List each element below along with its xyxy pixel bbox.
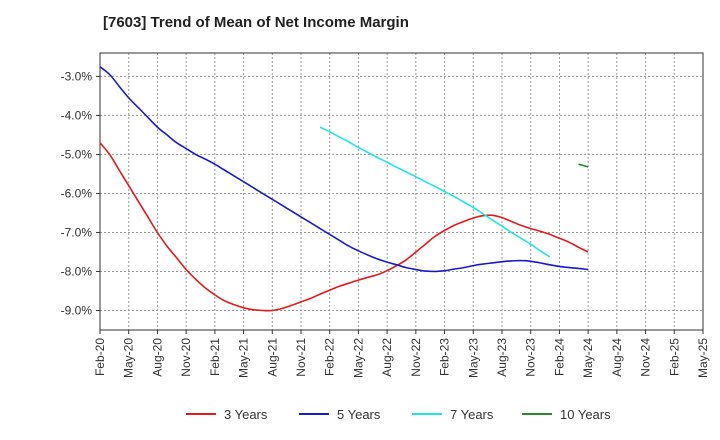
x-tick-label: May-25: [696, 338, 710, 378]
y-tick-label: -8.0%: [61, 264, 93, 278]
x-tick-label: Aug-22: [380, 338, 394, 377]
x-tick-label: May-24: [581, 338, 595, 378]
y-tick-label: -5.0%: [61, 147, 93, 161]
plot-frame: [99, 52, 704, 331]
y-tick-label: -3.0%: [61, 69, 93, 83]
x-tick-label: Feb-20: [93, 338, 107, 376]
x-tick-label: Nov-23: [524, 338, 538, 377]
x-tick-label: Feb-23: [438, 338, 452, 376]
chart-title: [7603] Trend of Mean of Net Income Margi…: [103, 14, 409, 31]
legend-label-10-years: 10 Years: [560, 407, 611, 422]
series-line-7-years: [319, 126, 551, 258]
series-line-5-years: [99, 66, 589, 273]
series-line-3-years: [99, 142, 589, 312]
x-tick-label: Nov-22: [409, 338, 423, 377]
legend: 3 Years 5 Years 7 Years 10 Years: [186, 407, 611, 422]
x-tick-label: Aug-20: [150, 338, 164, 377]
legend-label-3-years: 3 Years: [224, 407, 268, 422]
x-tick-label: Feb-22: [323, 338, 337, 376]
x-tick-label: Aug-21: [265, 338, 279, 377]
x-tick-label: Feb-21: [208, 338, 222, 376]
x-tick-label: Feb-25: [667, 338, 681, 376]
x-tick-label: May-20: [122, 338, 136, 378]
y-tick-label: -7.0%: [61, 225, 93, 239]
x-tick-label: May-23: [466, 338, 480, 378]
y-axis-ticks: -3.0% -4.0% -5.0% -6.0% -7.0% -8.0% -9.0%: [61, 69, 100, 317]
x-tick-label: May-22: [351, 338, 365, 378]
x-tick-label: Nov-20: [179, 338, 193, 377]
y-tick-label: -9.0%: [61, 303, 93, 317]
x-tick-label: Nov-21: [294, 338, 308, 377]
y-tick-label: -4.0%: [61, 108, 93, 122]
gridlines: [99, 53, 704, 330]
x-tick-label: May-21: [237, 338, 251, 378]
series-lines: [99, 66, 589, 312]
x-axis-ticks: Feb-20 May-20 Aug-20 Nov-20 Feb-21 May-21 Aug-…: [93, 330, 710, 378]
x-tick-label: Nov-24: [639, 338, 653, 377]
series-line-10-years: [578, 163, 589, 168]
axes: [99, 52, 704, 331]
legend-label-5-years: 5 Years: [337, 407, 381, 422]
y-tick-label: -6.0%: [61, 186, 93, 200]
legend-label-7-years: 7 Years: [450, 407, 494, 422]
x-tick-label: Aug-24: [610, 338, 624, 377]
x-tick-label: Aug-23: [495, 338, 509, 377]
x-tick-label: Feb-24: [552, 338, 566, 376]
